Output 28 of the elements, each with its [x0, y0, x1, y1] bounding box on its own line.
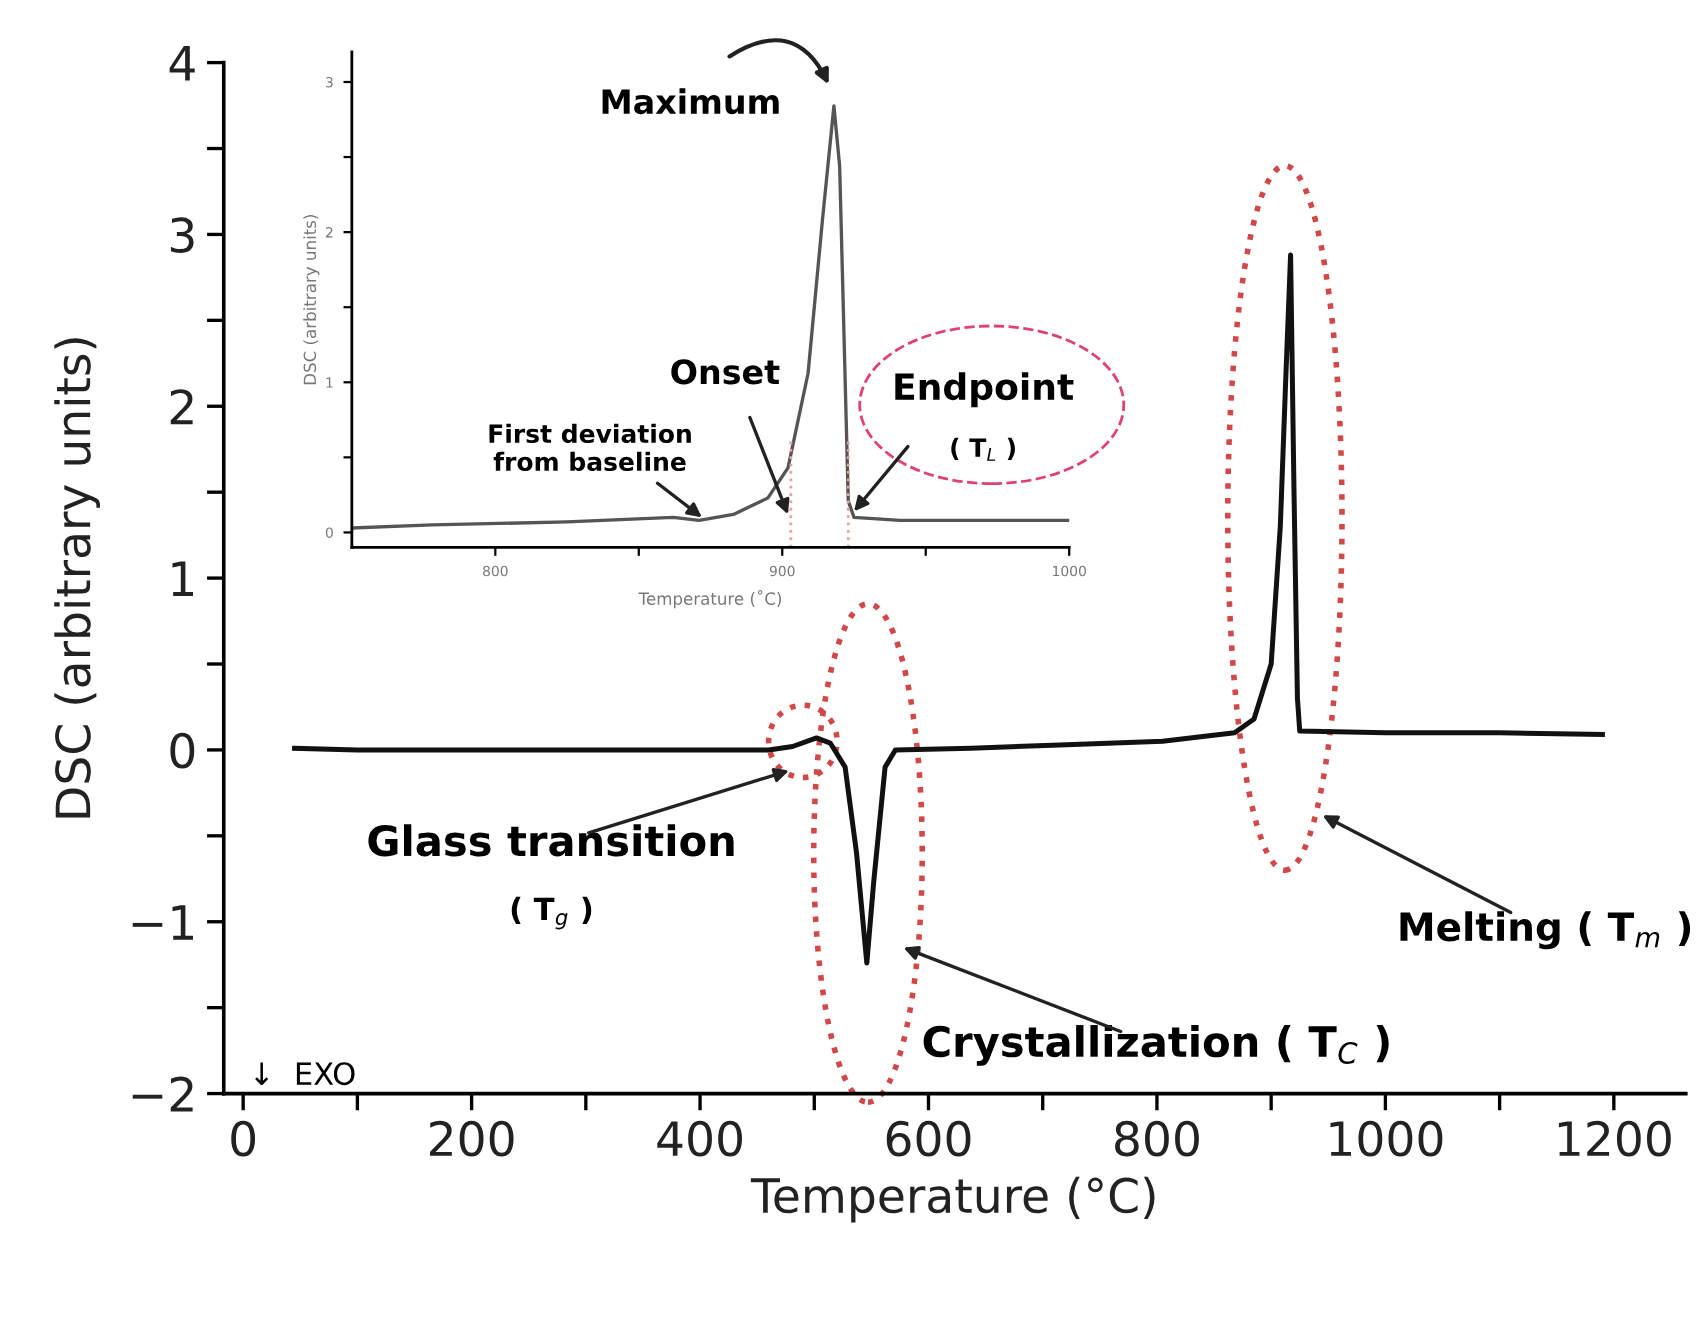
annotation: First deviation from baseline — [489, 423, 691, 472]
annotation: Maximum — [602, 88, 779, 115]
y-tick-label: 2 — [170, 389, 193, 425]
annotation: ( T$_{L}$ ) — [951, 437, 1015, 461]
y-tick-label: 4 — [169, 46, 195, 81]
annotation: Endpoint — [895, 372, 1074, 408]
y-tick-label: −1 — [132, 905, 193, 940]
y-tick-label: −2 — [132, 1076, 193, 1112]
annotation: Melting ( T$_{m}$ ) — [1400, 911, 1691, 950]
annotation: Glass transition — [368, 824, 734, 857]
x-axis-title: Temperature (°C) — [750, 1176, 1155, 1223]
y-axis-title: DSC (arbitrary units) — [303, 215, 320, 385]
x-tick-label: 800 — [1115, 1120, 1199, 1157]
y-tick-label: 3 — [170, 217, 194, 254]
x-tick-label: 400 — [657, 1120, 742, 1157]
x-tick-label: 1000 — [1330, 1120, 1443, 1157]
y-axis-title: DSC (arbitrary units) — [54, 338, 100, 818]
annotation: ↓ EXO — [255, 1062, 355, 1086]
annotation: Onset — [671, 359, 780, 385]
x-tick-label: 0 — [231, 1120, 256, 1157]
x-tick-label: 600 — [886, 1120, 971, 1157]
annotation: Crystallization ( T$_{C}$ ) — [923, 1025, 1389, 1066]
y-tick-label: 0 — [170, 732, 195, 769]
annotation: ( T$_{g}$ ) — [511, 896, 592, 930]
x-axis-title: Temperature (˚C) — [638, 590, 782, 609]
x-tick-label: 200 — [430, 1120, 514, 1157]
x-tick-label: 1200 — [1558, 1120, 1671, 1157]
y-tick-label: 1 — [172, 561, 193, 597]
